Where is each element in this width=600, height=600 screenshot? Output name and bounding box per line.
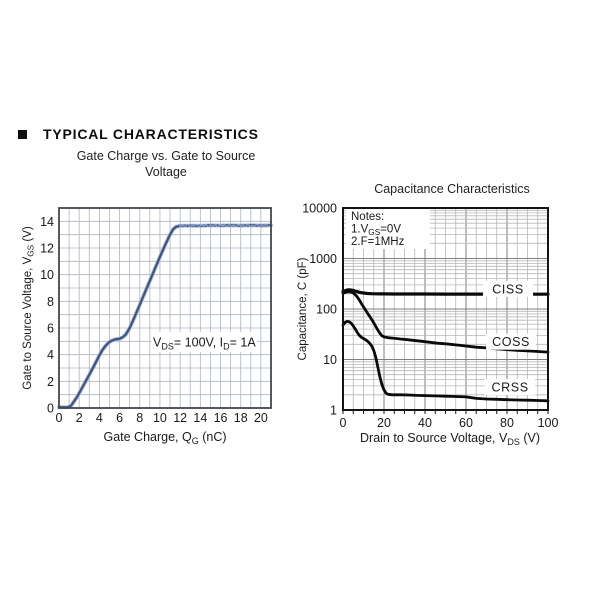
gate-chart-xtick-label: 18 [234,411,248,425]
gate-chart-xtick-label: 10 [153,411,167,425]
gate-chart-ytick-label: 10 [40,268,54,282]
gate-chart-xtick-label: 0 [56,411,63,425]
cap-chart-ytick-label: 10000 [302,202,337,216]
crss-label-bg [485,379,536,396]
cap-chart-ytick-label: 1000 [309,252,337,266]
notes-box-bg [346,209,430,249]
cap-chart-xtick-label: 60 [459,416,473,430]
gate-chart-ytick-label: 12 [40,242,54,256]
cap-chart-ytick-label: 100 [316,303,337,317]
notes-line: 2.F=1MHz [351,236,405,248]
cap-chart-ytick-label: 10 [323,353,337,367]
gate-chart-xtick-label: 16 [214,411,228,425]
cap-chart-xtick-label: 0 [340,416,347,430]
square-bullet-icon [18,129,27,139]
cap-chart-ytick-label: 1 [330,404,337,418]
coss-label: COSS [492,335,530,349]
vds-id-annotation-bg [151,332,258,352]
vds-id-annotation: VDS= 100V, ID= 1A [153,336,256,352]
gate-chart-ytick-label: 14 [40,215,54,229]
ciss-label-bg [483,280,534,297]
gate-chart-ytick-label: 8 [47,295,54,309]
gate-chart-plot-bg [59,208,271,408]
notes-line: Notes: [351,211,384,223]
gate-chart-ytick-label: 4 [47,348,54,362]
gate-chart-xtick-label: 12 [173,411,187,425]
cap-chart-xtick-label: 100 [538,416,559,430]
gate-charge-chart-title: Gate Charge vs. Gate to Source Voltage [76,149,256,179]
ciss-curve [341,288,550,296]
gate-chart-xtick-label: 8 [136,411,143,425]
gate-chart-xtick-label: 6 [116,411,123,425]
gate-chart-xtick-label: 14 [193,411,207,425]
crss-curve [341,319,550,403]
cap-chart-xtick-label: 40 [418,416,432,430]
gate-chart-frame [58,207,272,409]
gate-chart-xaxis-label: Gate Charge, QG (nC) [103,430,226,446]
gate-chart-xtick-label: 20 [254,411,268,425]
cap-chart-xaxis-label: Drain to Source Voltage, VDS (V) [360,431,540,447]
coss-curve [341,290,550,354]
crss-label: CRSS [492,381,529,395]
gate-chart-ytick-label: 6 [47,322,54,336]
gate-chart-ytick-label: 0 [47,402,54,416]
section-heading-text: TYPICAL CHARACTERISTICS [43,126,259,142]
vgs-curve [57,224,273,409]
gate-chart-ytick-label: 2 [47,375,54,389]
ciss-label: CISS [492,282,524,296]
coss-label-bg [486,333,537,350]
notes-line: 1.VGS=0V [351,224,401,238]
cap-chart-xtick-label: 80 [500,416,514,430]
vgs-curve-noise [177,223,271,228]
capacitance-chart-title: Capacitance Characteristics [374,182,530,196]
cap-chart-yaxis-label: Capacitance, C (pF) [297,257,309,360]
section-heading: TYPICAL CHARACTERISTICS [18,126,259,142]
gate-chart-yaxis-label: Gate to Source Voltage, VGS (V) [22,226,36,390]
cap-chart-xtick-label: 20 [377,416,391,430]
gate-chart-xtick-label: 2 [76,411,83,425]
gate-chart-xtick-label: 4 [96,411,103,425]
